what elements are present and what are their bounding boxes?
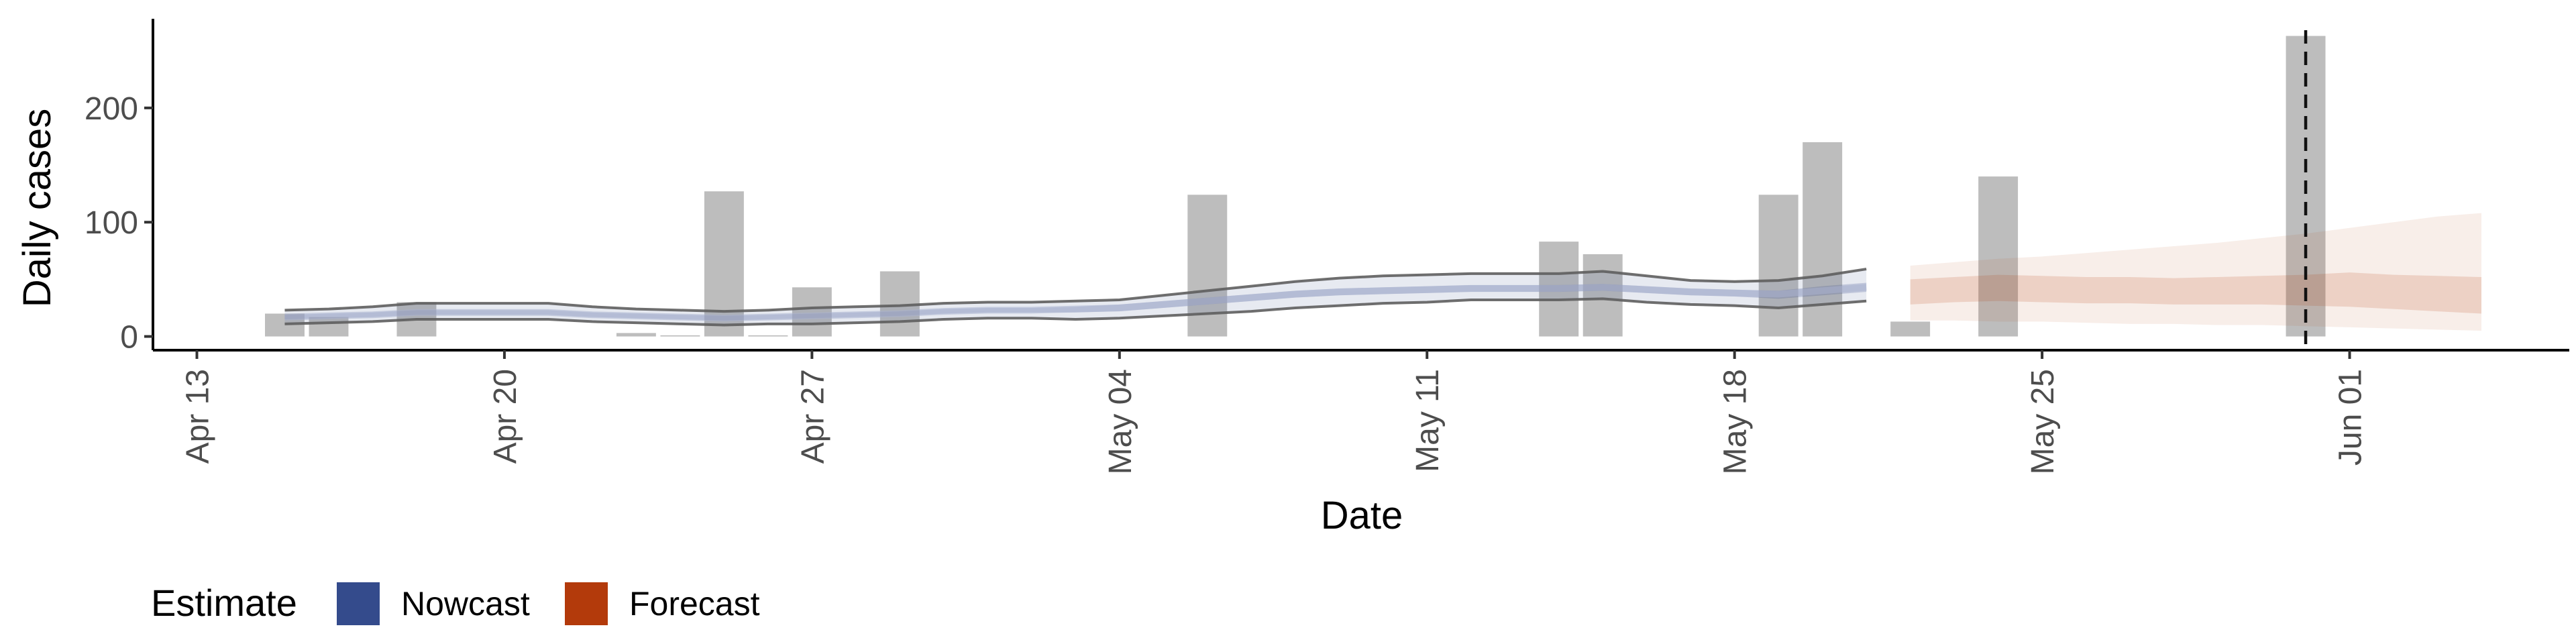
bar-2020-05-19 — [1758, 195, 1799, 337]
legend-label-forecast: Forecast — [629, 585, 760, 623]
nowcast-lower-line — [284, 297, 1867, 327]
y-tick-label-200: 200 — [85, 91, 138, 127]
x-tick-label-2020-05-18: May 18 — [1718, 369, 1754, 474]
x-axis-title: Date — [1321, 494, 1403, 537]
legend-title: Estimate — [151, 582, 297, 624]
bar-2020-04-23 — [616, 333, 656, 337]
x-tick-label-2020-04-27: Apr 27 — [795, 369, 830, 464]
nowcast-layer — [284, 268, 1867, 327]
x-tick-label-2020-05-11: May 11 — [1410, 369, 1446, 472]
x-tick-label-2020-06-01: Jun 01 — [2333, 369, 2369, 466]
forecast-band-50 — [1910, 272, 2482, 314]
y-tick-label-0: 0 — [120, 320, 138, 356]
x-tick-label-2020-04-20: Apr 20 — [488, 369, 523, 464]
x-tick-label-2020-05-04: May 04 — [1103, 369, 1138, 474]
legend-swatch-nowcast — [337, 582, 380, 625]
legend: Estimate Nowcast Forecast — [151, 582, 760, 625]
y-ticks-layer: 0 100 200 — [85, 91, 153, 356]
nowcast-band-90 — [284, 269, 1867, 325]
y-axis-title: Daily cases — [15, 109, 59, 308]
nowcast-upper-line — [284, 268, 1867, 313]
axes-layer — [152, 19, 2569, 352]
x-tick-label-2020-04-13: Apr 13 — [180, 369, 215, 464]
nowcast-median-line — [284, 284, 1867, 322]
forecast-band-90 — [1910, 213, 2482, 331]
bar-2020-04-27 — [792, 287, 832, 337]
legend-label-nowcast: Nowcast — [401, 585, 530, 623]
bar-2020-05-15 — [1582, 254, 1623, 337]
bar-2020-04-24 — [660, 335, 700, 337]
bar-2020-05-24 — [1978, 176, 2019, 337]
legend-swatch-forecast — [565, 582, 608, 625]
bar-2020-05-22 — [1890, 321, 1931, 337]
y-tick-label-100: 100 — [85, 205, 138, 241]
bar-2020-05-20 — [1803, 142, 1843, 337]
bar-2020-04-16 — [309, 317, 349, 337]
x-tick-label-2020-05-25: May 25 — [2025, 369, 2061, 474]
bar-2020-04-26 — [748, 335, 788, 337]
x-ticks-layer: Apr 13 Apr 20 Apr 27 May 04 May 11 May 18 May … — [180, 350, 2369, 474]
forecast-layer — [1910, 213, 2482, 331]
